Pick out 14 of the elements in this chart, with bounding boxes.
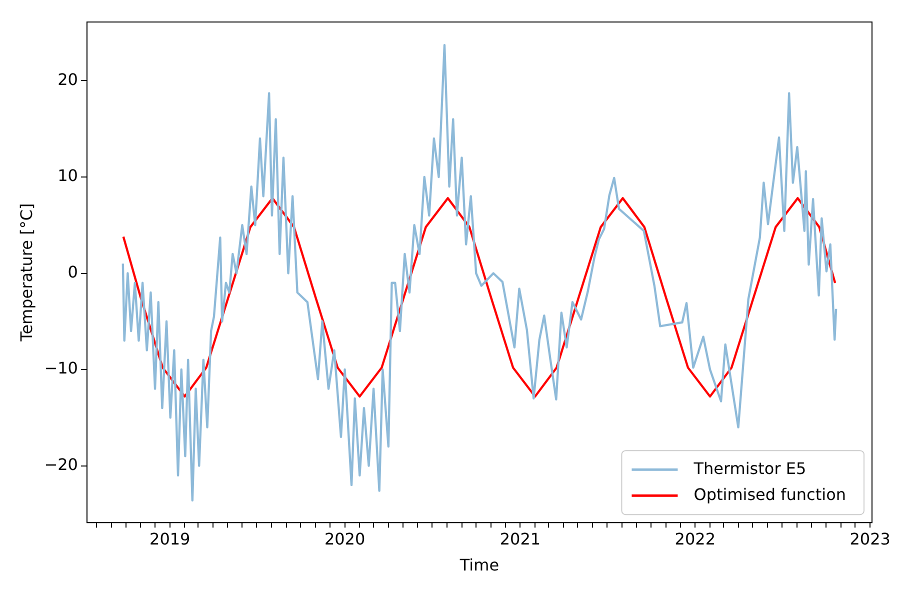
y-tick-label: −10 xyxy=(44,358,78,378)
x-tick-label: 2019 xyxy=(150,529,190,548)
legend-label: Optimised function xyxy=(694,484,846,504)
x-tick-label: 2022 xyxy=(674,529,716,548)
x-axis-title: Time xyxy=(458,556,500,575)
y-tick-label: 20 xyxy=(58,70,78,89)
y-axis-title: Temperature [°C] xyxy=(16,203,36,342)
y-tick-label: −20 xyxy=(44,454,78,474)
x-tick-label: 2021 xyxy=(500,529,541,548)
x-tick-label: 2023 xyxy=(850,529,890,548)
y-tick-label: 10 xyxy=(58,166,78,186)
legend-label: Thermistor E5 xyxy=(692,458,806,478)
y-tick-label: 0 xyxy=(68,262,78,282)
x-tick-label: 2020 xyxy=(324,529,366,548)
